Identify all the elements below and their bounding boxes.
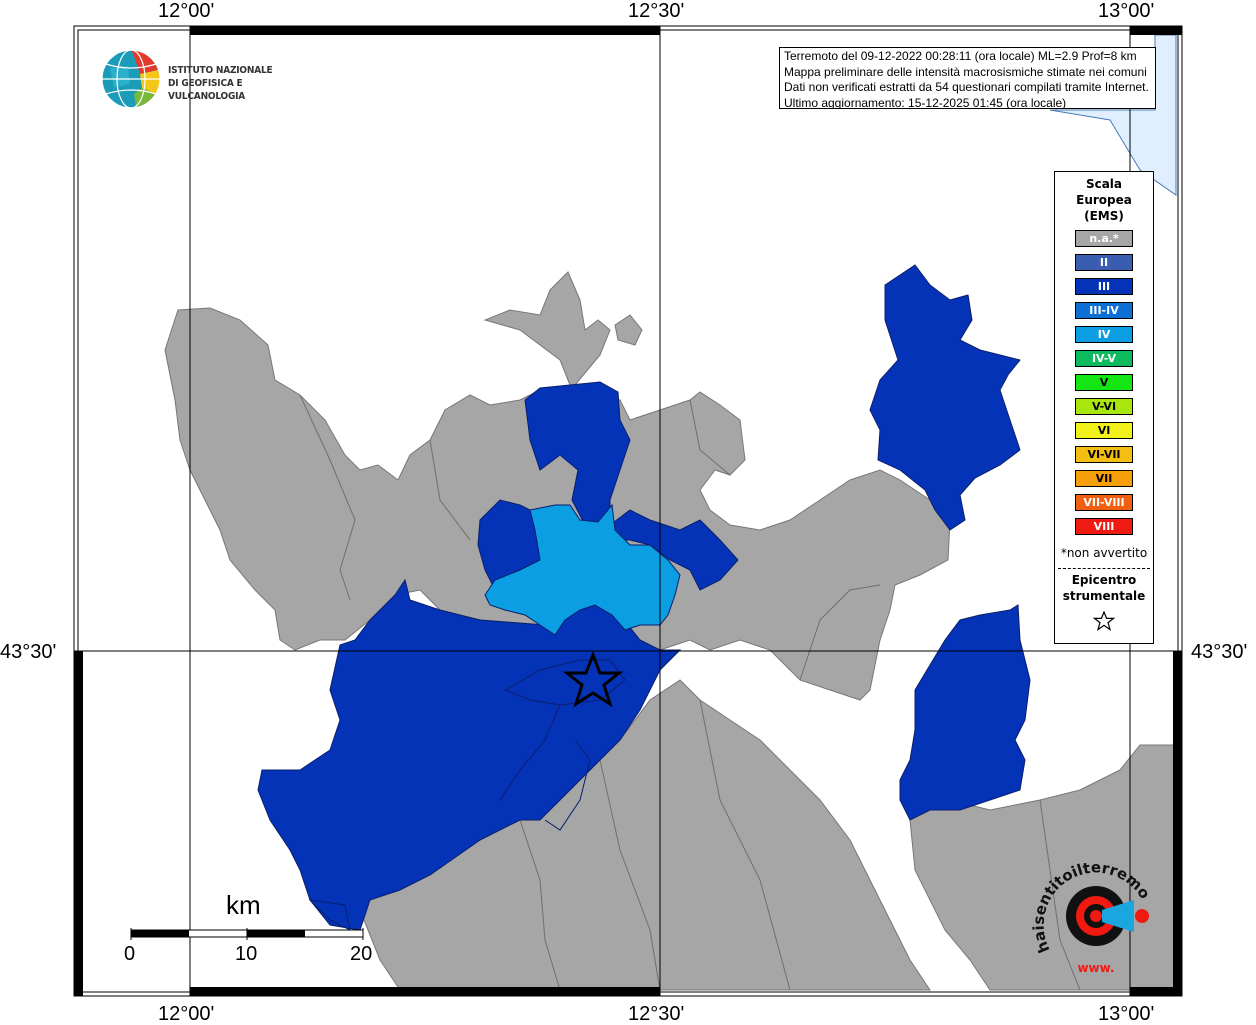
scale-bar-graphic xyxy=(130,928,364,940)
lat-label-left: 43°30' xyxy=(0,641,57,663)
hst-logo-url: www. xyxy=(1077,961,1114,975)
legend-swatch-ii: II xyxy=(1075,254,1133,271)
legend-swatch-n-a-: n.a.* xyxy=(1075,230,1133,247)
ems-legend: Scala Europea (EMS) n.a.* II III III-IV IV IV… xyxy=(1054,171,1154,644)
lon-label-bottom-1300: 13°00' xyxy=(1098,1003,1155,1025)
inner-borders xyxy=(499,659,626,831)
event-info-line-4: Ultimo aggiornamento: 15-12-2025 01:45 (… xyxy=(784,95,1067,109)
lon-label-top-1300: 13°00' xyxy=(1098,0,1155,22)
logo-line-2: DI GEOFISICA E VULCANOLOGIA xyxy=(168,78,246,102)
legend-swatch-vii: VII xyxy=(1075,470,1133,487)
legend-swatch-vi: VI xyxy=(1075,422,1133,439)
lon-label-top-1230: 12°30' xyxy=(628,0,685,22)
legend-epicentro-1: Epicentro xyxy=(1071,573,1137,587)
haisentito-logo: haisentitoilterremoto.it www. xyxy=(1025,846,1170,980)
legend-swatch-viii: VIII xyxy=(1075,518,1133,535)
legend-swatch-v-vi: V-VI xyxy=(1075,398,1133,415)
legend-swatch-iv: IV xyxy=(1075,326,1133,343)
ingv-logo: ISTITUTO NAZIONALE DI GEOFISICA E VULCAN… xyxy=(100,48,320,110)
lat-label-right: 43°30' xyxy=(1191,641,1248,663)
event-info-box: Terremoto del 09-12-2022 00:28:11 (ora l… xyxy=(779,47,1156,109)
event-info-line-3: Dati non verificati estratti da 54 quest… xyxy=(784,80,1149,94)
legend-title-3: (EMS) xyxy=(1084,209,1124,223)
event-info-line-2: Mappa preliminare delle intensità macros… xyxy=(784,64,1147,79)
scale-tick-10: 10 xyxy=(235,943,258,965)
municipality-borders xyxy=(299,394,1081,991)
legend-epicentro-2: strumentale xyxy=(1062,589,1146,603)
epicenter-star xyxy=(562,650,624,708)
legend-swatch-iii-iv: III-IV xyxy=(1075,302,1133,319)
municipalities-IV xyxy=(484,503,681,636)
legend-swatch-iv-v: IV-V xyxy=(1075,350,1133,367)
legend-swatch-v: V xyxy=(1075,374,1133,391)
logo-line-1: ISTITUTO NAZIONALE xyxy=(168,65,273,76)
legend-swatch-iii: III xyxy=(1075,278,1133,295)
lon-label-bottom-1200: 12°00' xyxy=(158,1003,215,1025)
legend-divider xyxy=(1058,568,1150,569)
event-info-line-1: Terremoto del 09-12-2022 00:28:11 (ora l… xyxy=(784,49,1137,63)
lon-label-bottom-1230: 12°30' xyxy=(628,1003,685,1025)
scale-tick-20: 20 xyxy=(350,943,373,965)
legend-note: *non avvertito xyxy=(1060,546,1148,560)
map-frame xyxy=(73,25,1183,997)
lon-label-top-1200: 12°00' xyxy=(158,0,215,22)
legend-swatch-vii-viii: VII-VIII xyxy=(1075,494,1133,511)
scale-unit: km xyxy=(226,890,261,920)
legend-title-2: Europea xyxy=(1076,193,1132,207)
star-icon xyxy=(1093,610,1115,631)
municipalities-III xyxy=(257,264,1031,931)
globe-icon xyxy=(101,49,161,109)
legend-swatch-vi-vii: VI-VII xyxy=(1075,446,1133,463)
scale-tick-0: 0 xyxy=(124,943,136,965)
legend-title-1: Scala xyxy=(1085,177,1123,191)
municipalities-na xyxy=(164,271,1177,991)
scale-bar: km 0 10 20 xyxy=(120,890,390,970)
hst-logo-graphic: haisentitoilterremoto.it www. xyxy=(1025,846,1154,975)
